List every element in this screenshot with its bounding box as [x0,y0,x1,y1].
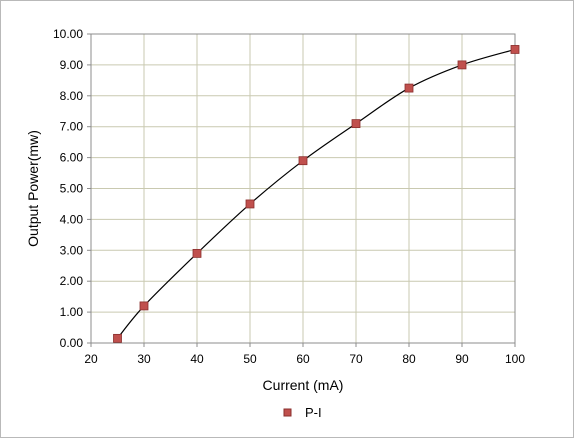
data-markers [113,45,520,343]
x-tick-label: 80 [402,352,416,366]
data-point [351,119,361,129]
data-point [457,60,467,70]
y-tick-label: 5.00 [60,182,84,196]
y-tick-label: 6.00 [60,151,84,165]
y-tick-label: 7.00 [60,120,84,134]
y-tick-label: 1.00 [60,305,84,319]
y-axis-title: Output Power(mw) [25,130,41,247]
y-tick-label: 3.00 [60,243,84,257]
y-tick-label: 4.00 [60,212,84,226]
y-tick-label: 10.00 [53,27,83,41]
legend-label: P-I [305,405,322,420]
y-tick-label: 8.00 [60,89,84,103]
gridlines [91,34,515,343]
legend: P-I [283,405,322,420]
x-tick-label: 20 [84,352,98,366]
data-point [510,45,520,54]
data-point [139,301,149,311]
data-point [404,83,414,93]
legend-marker [283,408,292,417]
x-tick-label: 60 [296,352,310,366]
x-axis-title: Current (mA) [263,377,344,393]
x-tick-label: 50 [243,352,257,366]
y-tick-label: 0.00 [60,336,84,350]
x-tick-label: 90 [455,352,469,366]
y-tick-label: 9.00 [60,58,84,72]
data-point [113,333,122,343]
data-point [245,199,255,209]
x-tick-label: 40 [190,352,204,366]
axis-ticks: 0.00 1.00 2.00 3.00 4.00 5.00 6.00 7.00 8.00 9.00… [53,27,525,366]
y-tick-label: 2.00 [60,274,84,288]
x-tick-label: 100 [505,352,525,366]
x-tick-label: 70 [349,352,363,366]
data-point [298,156,308,166]
data-point [192,248,202,258]
x-tick-label: 30 [137,352,151,366]
